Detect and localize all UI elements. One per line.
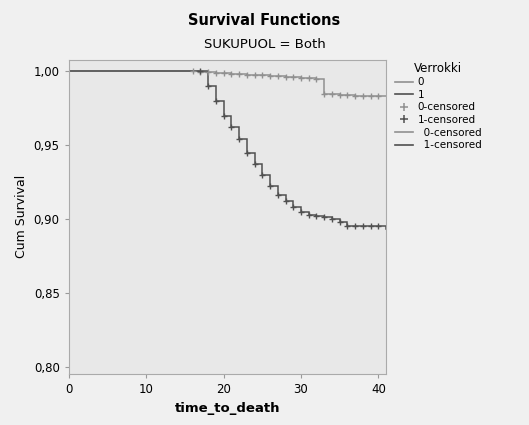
X-axis label: time_to_death: time_to_death	[175, 402, 280, 414]
Legend: 0, 1, 0-censored, 1-censored,  0-censored,  1-censored: 0, 1, 0-censored, 1-censored, 0-censored…	[395, 62, 482, 150]
Text: Survival Functions: Survival Functions	[188, 13, 341, 28]
Y-axis label: Cum Survival: Cum Survival	[15, 175, 28, 258]
Text: SUKUPUOL = Both: SUKUPUOL = Both	[204, 38, 325, 51]
